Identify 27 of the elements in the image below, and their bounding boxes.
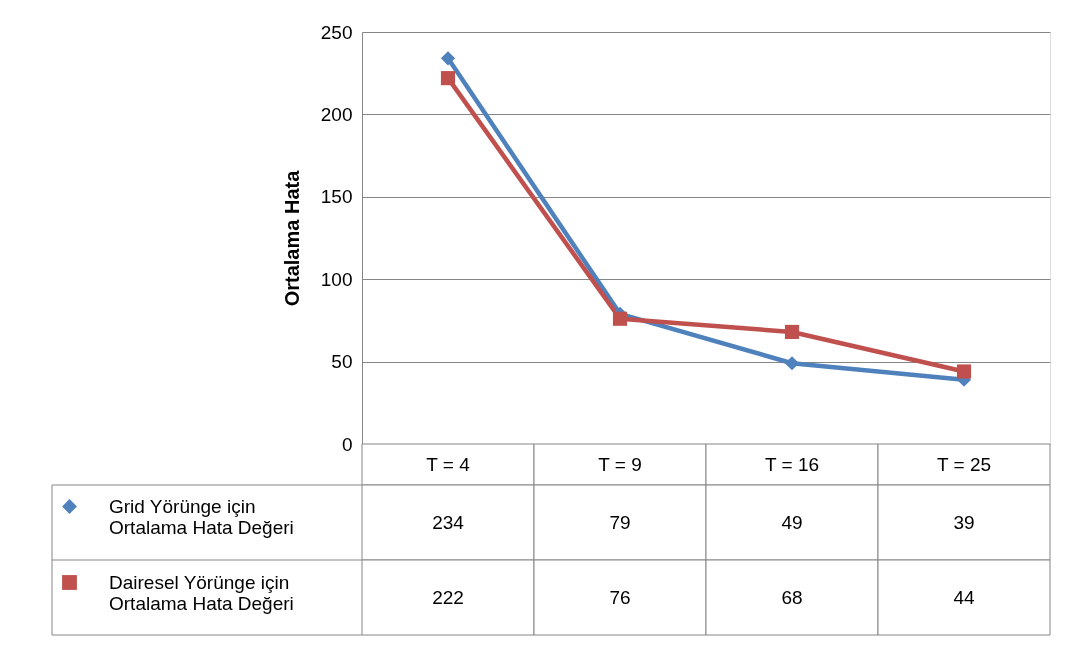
point: [440, 51, 456, 66]
y-axis-title: Ortalama Hata: [280, 169, 303, 307]
y-tick-label: 50: [331, 351, 353, 373]
x-tick-label: T = 4: [426, 453, 471, 475]
data-label: 49: [781, 511, 803, 533]
y-tick-label: 250: [320, 21, 353, 43]
y-tick-label: 150: [320, 186, 353, 208]
data-label: 68: [781, 586, 803, 608]
x-tick-label: T = 25: [936, 453, 992, 475]
data-label: 39: [953, 511, 975, 533]
data-label: 222: [432, 586, 464, 608]
legend-label: Grid Yörünge için Ortalama Hata Değeri: [109, 495, 294, 538]
data-label: 44: [953, 586, 975, 608]
point: [440, 71, 456, 86]
legend-label: Dairesel Yörünge için Ortalama Hata Değeri: [109, 571, 294, 614]
y-tick-label: 100: [320, 268, 353, 290]
x-tick-label: T = 9: [598, 453, 642, 475]
point: [784, 356, 800, 371]
y-tick-label: 0: [341, 433, 353, 455]
data-label: 76: [609, 586, 631, 608]
data-label: 79: [609, 511, 631, 533]
x-tick-label: T = 16: [764, 453, 820, 475]
data-label: 234: [432, 511, 465, 533]
y-tick-label: 200: [320, 103, 353, 125]
point: [784, 324, 800, 340]
point: [612, 311, 628, 326]
point: [956, 364, 972, 379]
